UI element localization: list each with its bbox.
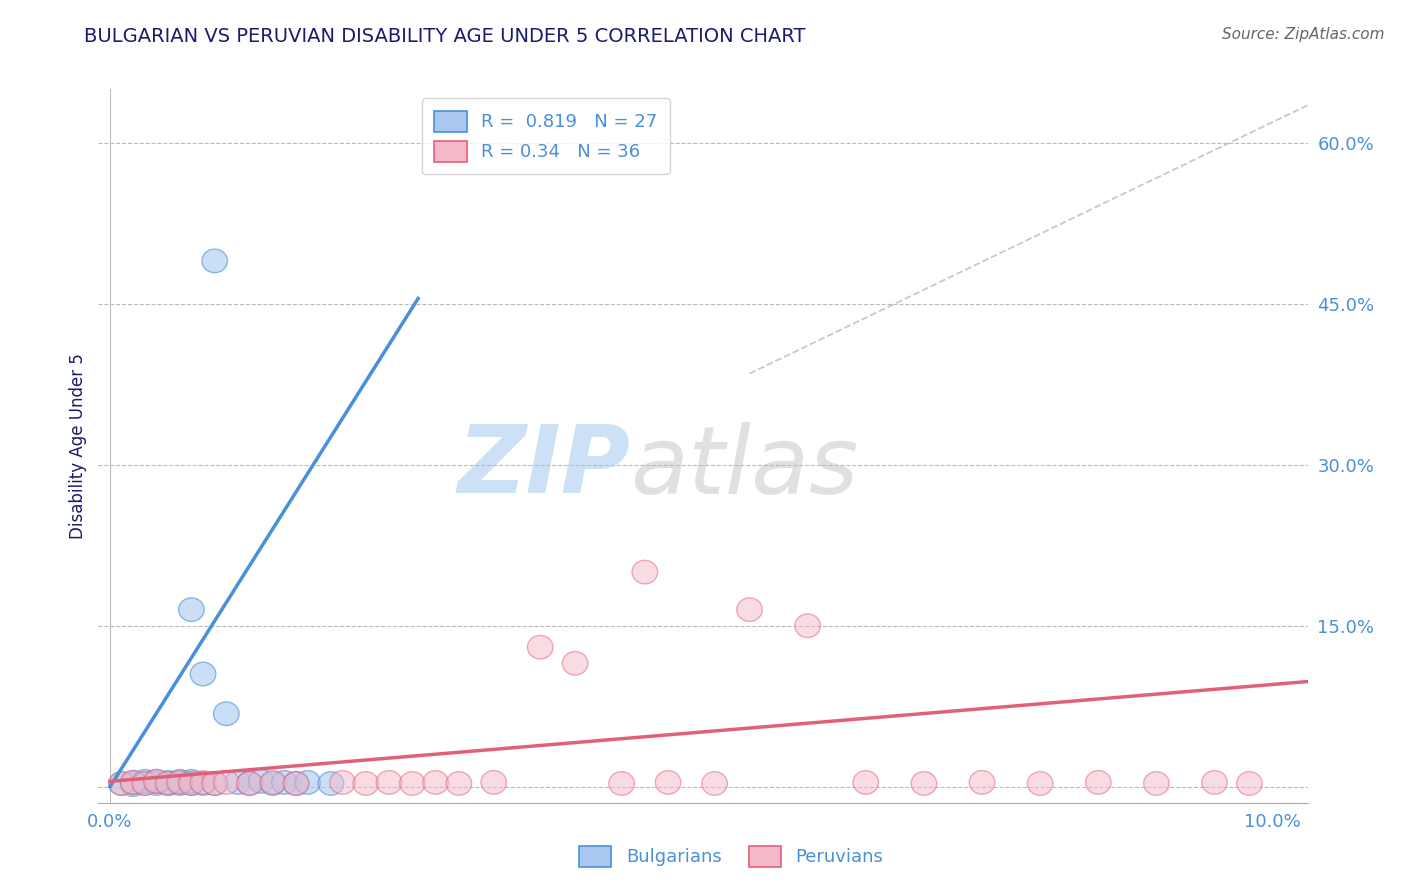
Y-axis label: Disability Age Under 5: Disability Age Under 5 [69,353,87,539]
Legend: Bulgarians, Peruvians: Bulgarians, Peruvians [572,838,890,874]
Ellipse shape [121,771,146,794]
Ellipse shape [330,771,356,794]
Ellipse shape [260,772,285,796]
Ellipse shape [377,771,402,794]
Ellipse shape [202,772,228,796]
Ellipse shape [318,772,343,796]
Ellipse shape [1202,771,1227,794]
Text: ZIP: ZIP [457,421,630,514]
Ellipse shape [132,772,157,796]
Ellipse shape [132,770,157,793]
Legend: R =  0.819   N = 27, R = 0.34   N = 36: R = 0.819 N = 27, R = 0.34 N = 36 [422,98,671,174]
Ellipse shape [633,560,658,584]
Ellipse shape [911,772,936,796]
Ellipse shape [481,771,506,794]
Ellipse shape [249,770,274,793]
Ellipse shape [1237,772,1263,796]
Ellipse shape [132,772,157,796]
Ellipse shape [202,772,228,796]
Ellipse shape [179,772,204,796]
Ellipse shape [167,771,193,794]
Ellipse shape [190,772,217,796]
Text: atlas: atlas [630,422,859,513]
Ellipse shape [179,770,204,793]
Ellipse shape [609,772,634,796]
Ellipse shape [423,771,449,794]
Ellipse shape [353,772,378,796]
Ellipse shape [179,598,204,622]
Ellipse shape [108,772,135,796]
Ellipse shape [1143,772,1170,796]
Ellipse shape [260,771,285,794]
Ellipse shape [737,598,762,622]
Ellipse shape [702,772,727,796]
Ellipse shape [794,614,821,638]
Ellipse shape [295,771,321,794]
Ellipse shape [143,770,169,793]
Ellipse shape [167,770,193,793]
Ellipse shape [121,772,146,797]
Ellipse shape [143,772,169,796]
Ellipse shape [236,772,263,796]
Text: Source: ZipAtlas.com: Source: ZipAtlas.com [1222,27,1385,42]
Ellipse shape [655,771,681,794]
Ellipse shape [271,771,297,794]
Ellipse shape [969,771,995,794]
Ellipse shape [283,772,309,796]
Ellipse shape [853,771,879,794]
Ellipse shape [214,771,239,794]
Ellipse shape [225,771,250,794]
Ellipse shape [156,772,181,796]
Text: BULGARIAN VS PERUVIAN DISABILITY AGE UNDER 5 CORRELATION CHART: BULGARIAN VS PERUVIAN DISABILITY AGE UND… [84,27,806,45]
Ellipse shape [562,651,588,675]
Ellipse shape [446,772,471,796]
Ellipse shape [399,772,425,796]
Ellipse shape [156,772,181,796]
Ellipse shape [190,662,217,686]
Ellipse shape [527,635,553,659]
Ellipse shape [1028,772,1053,796]
Ellipse shape [214,702,239,725]
Ellipse shape [236,772,263,796]
Ellipse shape [156,771,181,794]
Ellipse shape [108,772,135,796]
Ellipse shape [1085,771,1111,794]
Ellipse shape [179,772,204,796]
Ellipse shape [143,770,169,793]
Ellipse shape [190,771,217,794]
Ellipse shape [167,772,193,796]
Ellipse shape [202,249,228,273]
Ellipse shape [121,771,146,794]
Ellipse shape [283,772,309,796]
